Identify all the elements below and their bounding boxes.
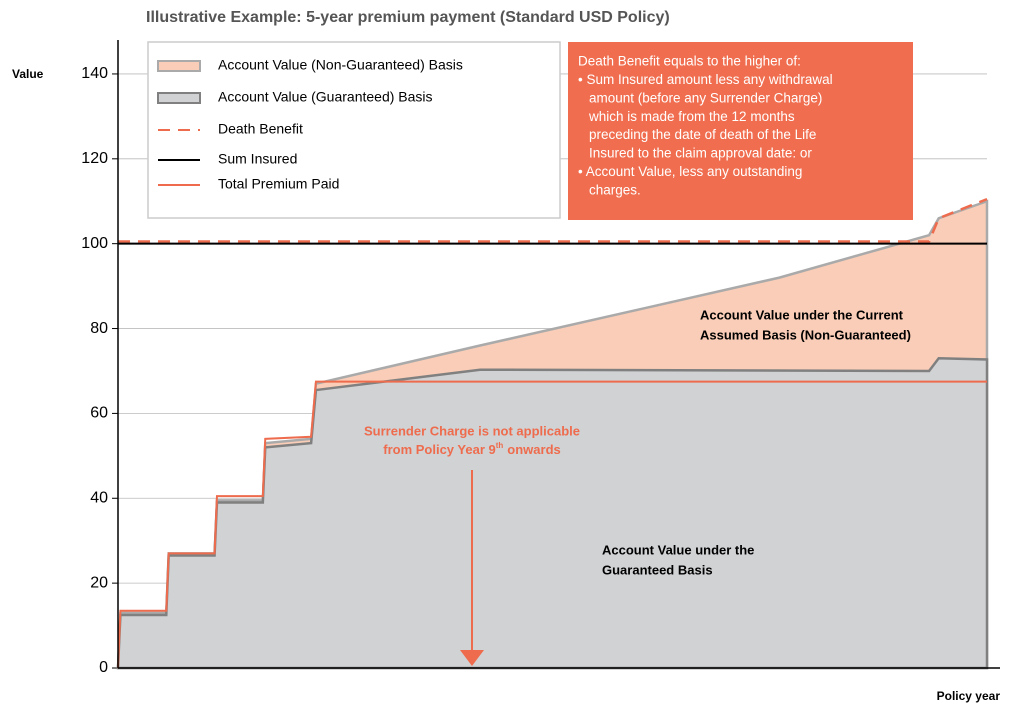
y-tick-label: 100 [81,235,108,252]
legend-swatch [157,60,201,72]
note-text: Insured to the claim approval date: or [589,146,812,161]
legend-box [147,41,561,219]
note-text: charges. [589,182,641,197]
note-box [568,42,913,220]
annotation: Surrender Charge is not applicable [364,423,580,438]
line [117,380,987,669]
annotation: Assumed Basis (Non-Guaranteed) [700,327,911,342]
y-axis-label: Value [12,67,44,81]
note-text: amount (before any Surrender Charge) [589,90,822,105]
y-tick-label: 60 [90,405,108,422]
annotation: Account Value under the [602,542,754,557]
y-tick-label: 80 [90,320,108,337]
chart-title: Illustrative Example: 5-year premium pay… [146,9,670,26]
area [116,356,989,670]
note-text: preceding the date of death of the Life [589,127,816,142]
arrow-head [460,650,484,666]
legend-swatch [157,92,201,104]
annotation-part: onwards [507,442,560,457]
note-text: • Sum Insured amount less any withdrawal [578,72,833,87]
annotation: Guaranteed Basis [602,562,713,577]
annotation: from Policy Year 9th onwards [383,441,561,457]
annotation-part: from Policy Year 9 [383,442,496,457]
y-tick-label: 120 [81,150,108,167]
legend-label: Account Value (Non-Guaranteed) Basis [218,57,463,73]
y-tick-label: 40 [90,489,108,506]
legend-label: Sum Insured [218,151,297,167]
x-axis-label: Policy year [937,689,1001,703]
legend-label: Total Premium Paid [218,176,339,192]
note-text: which is made from the 12 months [588,109,795,124]
annotation-sup: th [496,441,504,450]
y-tick-label: 140 [81,65,108,82]
note-text: • Account Value, less any outstanding [578,164,802,179]
annotation: Account Value under the Current [700,307,904,322]
note-text: Death Benefit equals to the higher of: [578,54,801,69]
legend-label: Death Benefit [218,121,303,137]
y-tick-label: 0 [99,659,108,676]
y-tick-label: 20 [90,574,108,591]
line [118,197,988,243]
legend-label: Account Value (Guaranteed) Basis [218,89,433,105]
